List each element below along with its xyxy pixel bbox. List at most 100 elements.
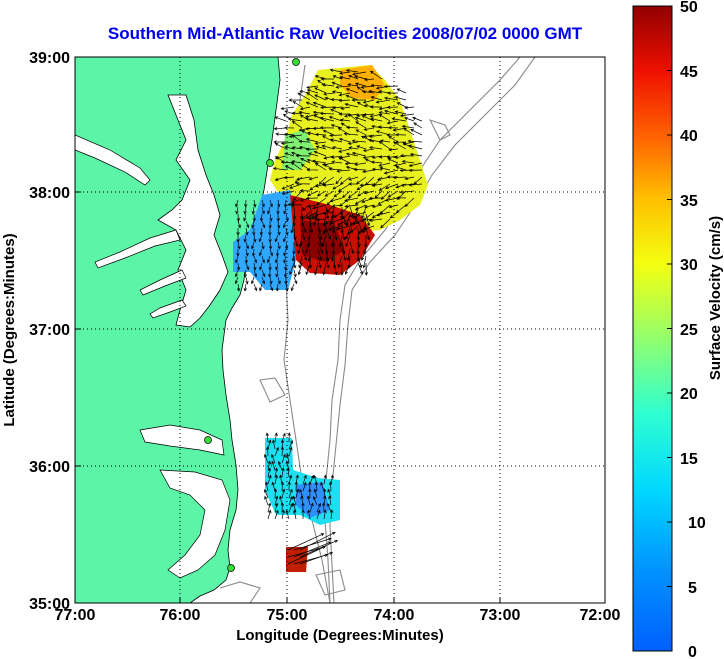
- velocity-arrow: [306, 85, 319, 89]
- velocity-arrow: [268, 220, 272, 229]
- velocity-arrow: [271, 460, 276, 471]
- velocity-arrow: [304, 113, 319, 119]
- velocity-arrow: [338, 137, 351, 143]
- velocity-arrow: [306, 92, 319, 101]
- velocity-arrow: [348, 176, 359, 181]
- velocity-arrow: [348, 74, 359, 80]
- velocity-arrow: [323, 220, 327, 234]
- colorbar-label: Surface Velocity (cm/s): [707, 216, 724, 380]
- velocity-arrow: [253, 269, 258, 278]
- velocity-arrow: [305, 147, 319, 151]
- velocity-arrow: [394, 95, 407, 101]
- velocity-arrow: [330, 123, 343, 129]
- velocity-arrow: [356, 101, 367, 108]
- velocity-arrow: [348, 146, 359, 150]
- velocity-arrow: [281, 183, 295, 190]
- velocity-arrow: [351, 98, 367, 102]
- velocity-arrow: [328, 495, 332, 506]
- velocity-arrow: [317, 227, 323, 241]
- velocity-arrow: [335, 176, 343, 185]
- velocity-arrow: [298, 110, 311, 115]
- velocity-arrow: [318, 176, 327, 185]
- velocity-arrow: [332, 183, 343, 190]
- velocity-arrow: [259, 262, 263, 271]
- velocity-arrow: [236, 283, 241, 292]
- velocity-arrow: [315, 218, 327, 222]
- velocity-arrow: [378, 111, 391, 115]
- velocity-arrow: [245, 276, 249, 285]
- velocity-arrow: [404, 176, 415, 181]
- velocity-arrow: [330, 509, 334, 520]
- velocity-arrow: [251, 241, 255, 250]
- velocity-arrow: [322, 262, 327, 276]
- velocity-arrow: [309, 220, 314, 234]
- plot-frame: [74, 56, 606, 604]
- velocity-arrow: [301, 227, 306, 241]
- colorbar-tick-label: 25: [680, 322, 698, 339]
- velocity-arrow: [314, 481, 318, 492]
- colorbar-tick-label: 0: [688, 644, 697, 659]
- velocity-arrow: [261, 199, 265, 208]
- velocity-arrow: [268, 241, 273, 250]
- velocity-arrow: [287, 481, 291, 492]
- velocity-arrow: [292, 495, 297, 506]
- velocity-arrow: [296, 176, 311, 181]
- velocity-arrow: [384, 109, 399, 115]
- velocity-arrow: [317, 255, 322, 269]
- velocity-arrow: [274, 156, 287, 164]
- map-title: Southern Mid-Atlantic Raw Velocities 200…: [108, 24, 583, 43]
- velocity-arrow: [288, 495, 293, 506]
- velocity-arrow: [328, 116, 343, 122]
- velocity-arrow: [236, 262, 241, 271]
- velocity-arrow: [329, 108, 343, 115]
- velocity-arrow: [365, 227, 371, 241]
- x-tick-label: 73:00: [480, 607, 521, 624]
- velocity-arrow: [394, 155, 407, 160]
- velocity-arrow: [283, 269, 288, 278]
- velocity-arrow: [314, 262, 319, 276]
- velocity-arrow: [291, 199, 295, 208]
- velocity-arrow: [328, 167, 343, 171]
- velocity-arrow: [312, 159, 327, 164]
- velocity-arrow: [332, 106, 343, 110]
- velocity-arrow: [413, 122, 423, 129]
- colorbar-tick-label: 20: [680, 386, 698, 403]
- velocity-arrow: [252, 227, 256, 236]
- velocity-arrow: [313, 206, 319, 220]
- velocity-arrow: [362, 113, 375, 117]
- velocity-arrow: [284, 241, 289, 250]
- velocity-arrow: [280, 481, 285, 492]
- velocity-arrow: [345, 68, 359, 73]
- velocity-arrow: [281, 453, 286, 464]
- velocity-arrow: [344, 204, 359, 208]
- velocity-arrow: [327, 225, 343, 231]
- velocity-arrow: [338, 92, 351, 97]
- velocity-arrow: [377, 125, 391, 129]
- velocity-arrow: [345, 87, 359, 94]
- velocity-arrow: [408, 144, 423, 150]
- velocity-arrow: [368, 196, 383, 201]
- velocity-arrow: [244, 199, 248, 208]
- velocity-arrow: [378, 155, 391, 159]
- velocity-arrow: [396, 102, 407, 108]
- velocity-arrow: [333, 262, 338, 276]
- velocity-arrow: [323, 92, 335, 96]
- velocity-arrow: [348, 182, 358, 186]
- velocity-arrow: [261, 255, 265, 264]
- velocity-arrow: [324, 190, 335, 197]
- velocity-arrow: [313, 488, 318, 499]
- velocity-arrow: [335, 225, 351, 231]
- velocity-arrow: [345, 152, 359, 157]
- velocity-arrow: [389, 211, 399, 219]
- velocity-arrow: [277, 276, 281, 285]
- velocity-arrow: [347, 141, 359, 145]
- velocity-arrow: [281, 509, 285, 520]
- velocity-arrow: [300, 158, 311, 164]
- velocity-arrow: [307, 227, 311, 241]
- velocity-arrow: [316, 509, 321, 520]
- colorbar: [632, 5, 673, 652]
- velocity-arrow: [409, 152, 423, 157]
- velocity-arrow: [387, 190, 399, 198]
- velocity-arrow: [322, 211, 335, 216]
- velocity-arrow: [274, 176, 287, 181]
